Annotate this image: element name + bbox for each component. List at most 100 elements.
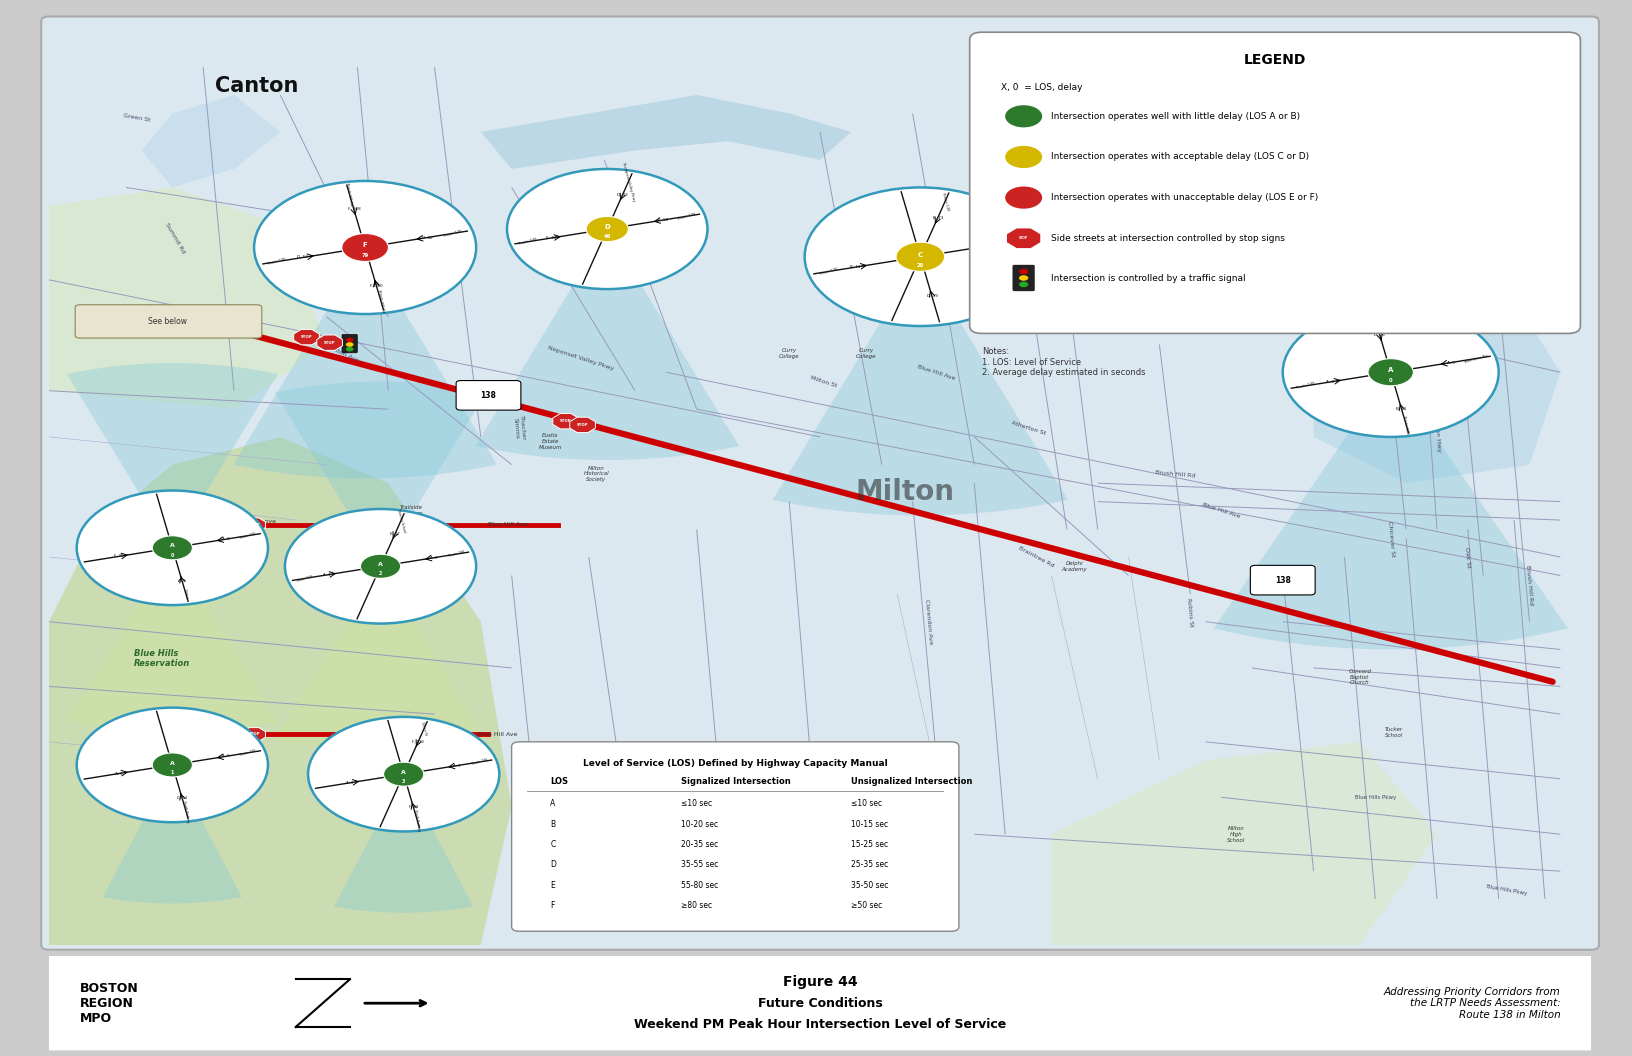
Text: Milton
High
School: Milton High School	[1227, 826, 1245, 843]
Polygon shape	[49, 437, 511, 945]
Text: Intersection operates with unacceptable delay (LOS E or F): Intersection operates with unacceptable …	[1051, 193, 1319, 202]
Text: Concord
Baptist
Church: Concord Baptist Church	[1348, 668, 1371, 685]
Text: C, 31: C, 31	[979, 244, 991, 248]
Text: Route 138: Route 138	[447, 550, 465, 559]
Polygon shape	[481, 95, 850, 169]
Text: Intersection operates with acceptable delay (LOS C or D): Intersection operates with acceptable de…	[1051, 152, 1309, 162]
Text: Route 138: Route 138	[444, 229, 462, 238]
Text: From above: From above	[238, 520, 276, 525]
Text: A, 0: A, 0	[114, 772, 122, 775]
Circle shape	[896, 242, 945, 271]
Text: LOS: LOS	[550, 777, 568, 786]
Text: ≥80 sec: ≥80 sec	[681, 901, 713, 910]
Text: F, 160: F, 160	[370, 283, 382, 287]
Circle shape	[77, 708, 268, 823]
Circle shape	[586, 216, 628, 242]
Circle shape	[308, 717, 499, 831]
Text: A, 0: A, 0	[1448, 360, 1456, 364]
Text: Intersection operates well with little delay (LOS A or B): Intersection operates well with little d…	[1051, 112, 1301, 120]
Polygon shape	[276, 381, 486, 566]
Circle shape	[1283, 307, 1498, 437]
Text: E, 37: E, 37	[390, 532, 400, 536]
Text: Blue Hills Pkwy: Blue Hills Pkwy	[1355, 795, 1395, 799]
Text: Route 138: Route 138	[677, 212, 697, 221]
Text: ≤10 sec: ≤10 sec	[850, 799, 881, 808]
Text: STOP: STOP	[248, 523, 259, 527]
Text: Green St: Green St	[419, 721, 428, 736]
Text: Blue Hill Ave: Blue Hill Ave	[478, 732, 517, 737]
Text: Signalized Intersection: Signalized Intersection	[681, 777, 792, 786]
Text: 3: 3	[401, 779, 405, 784]
Polygon shape	[67, 363, 277, 548]
Text: Milton: Milton	[855, 478, 955, 507]
Text: E, 59: E, 59	[658, 218, 669, 222]
Circle shape	[346, 342, 354, 346]
Text: STOP: STOP	[560, 419, 571, 423]
FancyBboxPatch shape	[34, 955, 1606, 1052]
Text: Clarendon Ave: Clarendon Ave	[924, 599, 932, 645]
FancyBboxPatch shape	[75, 305, 261, 338]
Polygon shape	[475, 229, 739, 460]
Polygon shape	[317, 335, 343, 351]
Text: 2: 2	[379, 571, 382, 576]
Text: Canton Ave: Canton Ave	[325, 344, 359, 363]
Text: STOP: STOP	[248, 733, 259, 736]
FancyBboxPatch shape	[127, 720, 193, 750]
Text: Blue Hill Ave: Blue Hill Ave	[488, 523, 527, 527]
Text: Canton: Canton	[183, 588, 189, 600]
Text: Thacher
Simms: Thacher Simms	[512, 414, 526, 441]
Circle shape	[346, 346, 354, 352]
Text: Eustis
Estate
Museum: Eustis Estate Museum	[539, 433, 561, 450]
Polygon shape	[570, 417, 596, 433]
Text: Blue Hills
Reservation: Blue Hills Reservation	[134, 649, 189, 668]
Text: STOP: STOP	[576, 422, 589, 427]
Text: X, 0  = LOS, delay: X, 0 = LOS, delay	[1000, 83, 1082, 92]
Text: Blue Hill Ave: Blue Hill Ave	[916, 363, 955, 381]
Polygon shape	[276, 566, 486, 751]
FancyBboxPatch shape	[1250, 565, 1315, 595]
Text: Figure 44: Figure 44	[783, 976, 857, 989]
Text: BOSTON
REGION
MPO: BOSTON REGION MPO	[80, 982, 139, 1024]
Text: A, 0: A, 0	[178, 579, 186, 583]
Text: Thacher School: Thacher School	[395, 509, 406, 533]
Circle shape	[1368, 359, 1413, 385]
Text: 138: 138	[152, 730, 168, 739]
Text: A, 0: A, 0	[1327, 380, 1335, 384]
Text: ≤10 sec: ≤10 sec	[681, 799, 713, 808]
FancyBboxPatch shape	[1013, 265, 1035, 291]
Text: A: A	[550, 799, 555, 808]
Polygon shape	[1314, 280, 1560, 484]
Text: ≥50 sec: ≥50 sec	[850, 901, 883, 910]
Text: 10-15 sec: 10-15 sec	[850, 819, 888, 829]
Text: North Parking: North Parking	[413, 809, 421, 831]
Text: A: A	[401, 770, 406, 775]
Text: Brush Hill Rd: Brush Hill Rd	[1154, 470, 1195, 478]
Text: Notes:
1. LOS: Level of Service
2. Average delay estimated in seconds: Notes: 1. LOS: Level of Service 2. Avera…	[982, 347, 1146, 377]
FancyBboxPatch shape	[511, 741, 960, 931]
Text: Brush Hill Rd: Brush Hill Rd	[377, 289, 385, 313]
Text: Blue Hill Ave: Blue Hill Ave	[1201, 503, 1240, 520]
Text: D, 54: D, 54	[176, 795, 188, 799]
Text: Summit Rd: Summit Rd	[165, 222, 186, 254]
Polygon shape	[67, 548, 277, 733]
Text: Curry
College: Curry College	[778, 348, 800, 359]
Text: B, 11: B, 11	[1397, 408, 1407, 411]
Text: Brush Hill Rd: Brush Hill Rd	[346, 182, 353, 206]
Polygon shape	[1007, 228, 1041, 248]
Circle shape	[152, 753, 193, 777]
Text: A: A	[170, 544, 175, 548]
Text: Route 138: Route 138	[240, 749, 256, 757]
Polygon shape	[974, 95, 1252, 225]
Circle shape	[1018, 276, 1028, 281]
Text: D, 39: D, 39	[927, 295, 937, 299]
Text: Route 138: Route 138	[297, 574, 313, 583]
Text: Atherton St: Atherton St	[1010, 419, 1046, 436]
Text: A, 0: A, 0	[454, 763, 460, 768]
Text: 79: 79	[362, 253, 369, 259]
Text: Route 138: Route 138	[240, 531, 256, 540]
Text: 46: 46	[604, 234, 610, 239]
Text: Neponset Valley Pkwy: Neponset Valley Pkwy	[547, 345, 615, 372]
Text: 1: 1	[171, 770, 175, 775]
Text: Aberdeen Rd: Aberdeen Rd	[1464, 354, 1488, 363]
Circle shape	[1005, 146, 1043, 168]
